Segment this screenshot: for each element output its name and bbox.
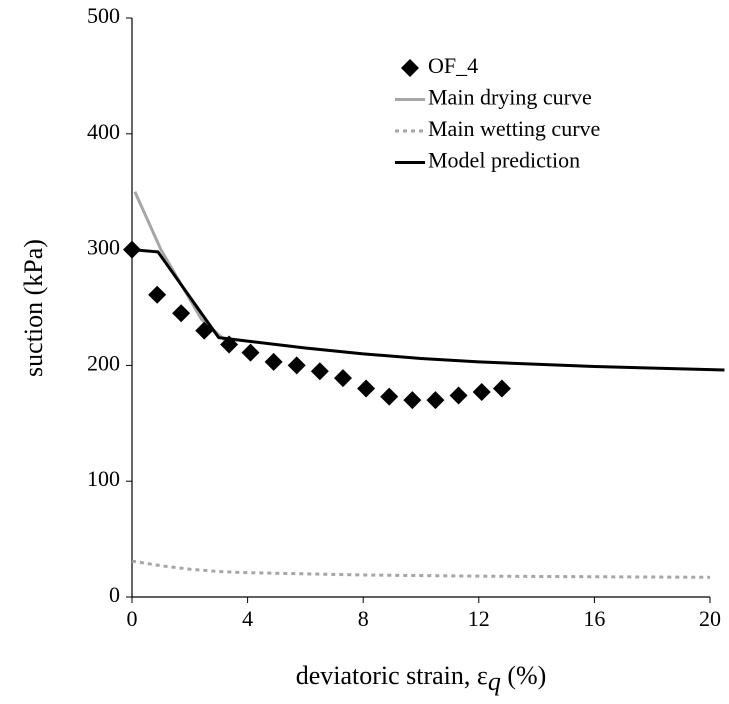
data-point (449, 386, 468, 405)
legend-label: Model prediction (428, 148, 580, 173)
data-point (241, 343, 260, 362)
legend-label: Main wetting curve (428, 116, 600, 141)
data-point (492, 379, 511, 398)
data-point (310, 362, 329, 381)
data-point (472, 383, 491, 402)
y-axis-label: suction (kPa) (19, 239, 48, 377)
legend-marker (401, 59, 419, 77)
x-axis-label: deviatoric strain, εq (%) (296, 661, 547, 696)
y-tick-label: 200 (87, 350, 120, 375)
y-tick-label: 500 (87, 3, 120, 28)
legend-label: Main drying curve (428, 85, 592, 110)
x-tick-label: 16 (583, 606, 605, 631)
data-point (123, 240, 141, 259)
data-line (131, 559, 711, 579)
data-point (264, 352, 283, 371)
data-point (148, 285, 167, 304)
data-point (287, 356, 306, 375)
data-point (195, 321, 214, 340)
data-point (172, 304, 191, 323)
data-line (131, 248, 725, 372)
data-point (403, 391, 422, 410)
y-tick-label: 0 (109, 582, 120, 607)
legend-label: OF_4 (428, 53, 478, 78)
y-tick-label: 400 (87, 119, 120, 144)
x-label-sub: q (488, 667, 501, 696)
x-label-part: (%) (501, 661, 546, 690)
y-tick-label: 300 (87, 235, 120, 260)
data-point (426, 391, 445, 410)
data-point (357, 379, 376, 398)
y-tick-label: 100 (87, 466, 120, 491)
x-tick-label: 0 (127, 606, 138, 631)
x-label-part: deviatoric strain, ε (296, 661, 488, 690)
data-point (220, 335, 239, 354)
x-tick-label: 8 (358, 606, 369, 631)
data-point (333, 369, 352, 388)
x-tick-label: 4 (242, 606, 253, 631)
data-point (380, 387, 399, 406)
x-tick-label: 12 (468, 606, 490, 631)
x-tick-label: 20 (699, 606, 721, 631)
